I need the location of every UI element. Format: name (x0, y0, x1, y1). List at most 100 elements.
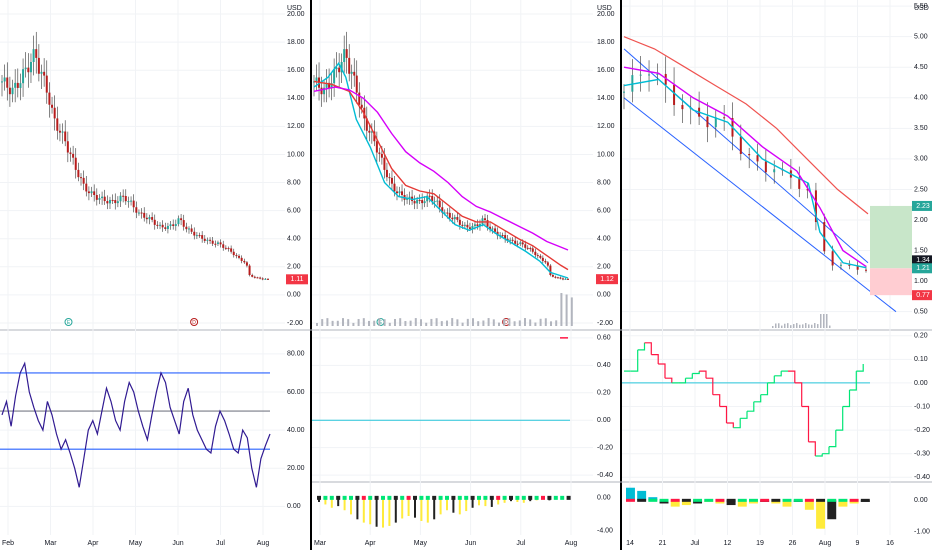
middle-volume-bar (425, 322, 428, 326)
middle-hist-dot (483, 495, 488, 500)
middle-hist-dot (374, 495, 379, 500)
right-candle-body (823, 222, 826, 252)
left-candle-body (90, 191, 93, 194)
left-x-tick-label: Jun (172, 540, 183, 547)
middle-volume-bar (555, 320, 558, 326)
middle-osc-y-tick-label: 0.40 (597, 362, 611, 369)
middle-candle-body (471, 226, 474, 229)
middle-candle-body (551, 275, 554, 277)
middle-volume-bar (336, 320, 339, 326)
middle-volume-bar (513, 321, 516, 326)
middle-candle-body (564, 278, 567, 280)
middle-candle-body (431, 196, 434, 202)
right-osc-step (719, 405, 728, 423)
right-hist-dot (737, 498, 747, 502)
middle-candle-body (335, 67, 338, 70)
middle-candle-body (355, 75, 358, 93)
left-candle-body (214, 243, 217, 245)
left-candle-body (261, 278, 264, 280)
middle-candle-body (524, 244, 527, 248)
left-candle-body (106, 201, 109, 204)
middle-osc-y-tick-label: 0.60 (597, 335, 611, 342)
middle-volume-bar (373, 320, 376, 326)
right-hist-y-tick-label: 0.00 (914, 497, 928, 504)
right-candle-body (748, 154, 751, 156)
middle-hist-bar (490, 497, 493, 507)
left-candle-body (122, 195, 125, 197)
left-candle-body (74, 157, 77, 170)
middle-volume-bar (414, 318, 417, 326)
right-stop-badge: 0.77 (916, 292, 930, 299)
left-axis-unit: USD (287, 5, 302, 12)
left-candle-body (187, 228, 190, 230)
right-target-badge-bg (912, 200, 932, 211)
right-candle-body (764, 161, 767, 173)
middle-hist-bar (388, 497, 391, 526)
right-osc-y-tick-label: -0.30 (914, 451, 930, 458)
middle-candle-body (401, 191, 404, 196)
middle-candle-body (380, 153, 383, 158)
right-hist-bar (659, 500, 669, 504)
middle-price-y-tick-label: 10.00 (597, 151, 615, 158)
right-osc-step (637, 342, 646, 351)
right-hist-dot (860, 498, 870, 502)
right-hist-dot (626, 498, 635, 502)
middle-price-y-tick-label: 18.00 (597, 39, 615, 46)
middle-hist-dot (502, 495, 507, 500)
right-candle-body (706, 116, 709, 128)
middle-hist-dot (336, 495, 341, 500)
left-candle-body (180, 218, 183, 221)
middle-volume-bar (451, 318, 454, 326)
right-candle-body (681, 104, 684, 110)
middle-volume-bar (352, 322, 355, 326)
right-osc-step (822, 446, 830, 455)
right-volume-bar (790, 325, 792, 328)
right-price-y-tick-label: 5.50 (914, 3, 928, 10)
middle-hist-y-tick-label: 0.00 (597, 495, 611, 502)
middle-price-y-tick-label: 14.00 (597, 95, 615, 102)
middle-candle-body (323, 87, 326, 95)
right-hist-dot (782, 498, 792, 502)
middle-candle-body (358, 92, 361, 105)
left-x-tick-label: Mar (44, 540, 57, 547)
middle-hist-dot (349, 495, 353, 500)
left-event-marker: D (192, 320, 196, 326)
middle-candle-body (473, 224, 476, 227)
middle-candle-body (383, 157, 386, 170)
left-candle-body (8, 87, 11, 95)
middle-candle-body (421, 200, 424, 204)
right-hist-dot (681, 498, 691, 502)
left-candle-body (101, 196, 104, 199)
middle-hist-dot (419, 495, 424, 500)
right-hist-dot (693, 498, 703, 502)
middle-candle-body (491, 228, 494, 230)
middle-price-y-tick-label: 0.00 (597, 292, 611, 299)
middle-candle-body (320, 87, 323, 95)
right-hist-dot (648, 498, 658, 502)
right-hist-bar (838, 500, 848, 507)
left-candle-body (140, 212, 143, 214)
left-x-tick-label: Apr (88, 540, 100, 547)
right-hist-bar (749, 500, 758, 504)
right-osc-step (849, 371, 857, 391)
right-candle-body (839, 264, 842, 266)
right-x-tick-label: 9 (856, 540, 860, 547)
left-candle-body (206, 239, 209, 241)
middle-volume-bar (357, 319, 360, 326)
right-x-tick-label: 12 (724, 540, 732, 547)
left-x-tick-label: May (129, 540, 143, 547)
middle-volume-bar (529, 319, 532, 326)
left-rsi-y-tick-label: 60.00 (287, 389, 305, 396)
right-osc-step (740, 411, 748, 419)
right-x-tick-label: 19 (756, 540, 764, 547)
middle-candle-body (338, 67, 341, 73)
right-hist-dot (637, 498, 647, 502)
right-axis-unit: USD (914, 5, 929, 12)
middle-volume-bar (388, 322, 391, 326)
middle-hist-dot (329, 495, 334, 500)
left-candle-body (66, 141, 69, 153)
left-candle-body (232, 251, 235, 256)
right-hist-bar (816, 500, 826, 529)
left-candle-body (145, 217, 148, 220)
